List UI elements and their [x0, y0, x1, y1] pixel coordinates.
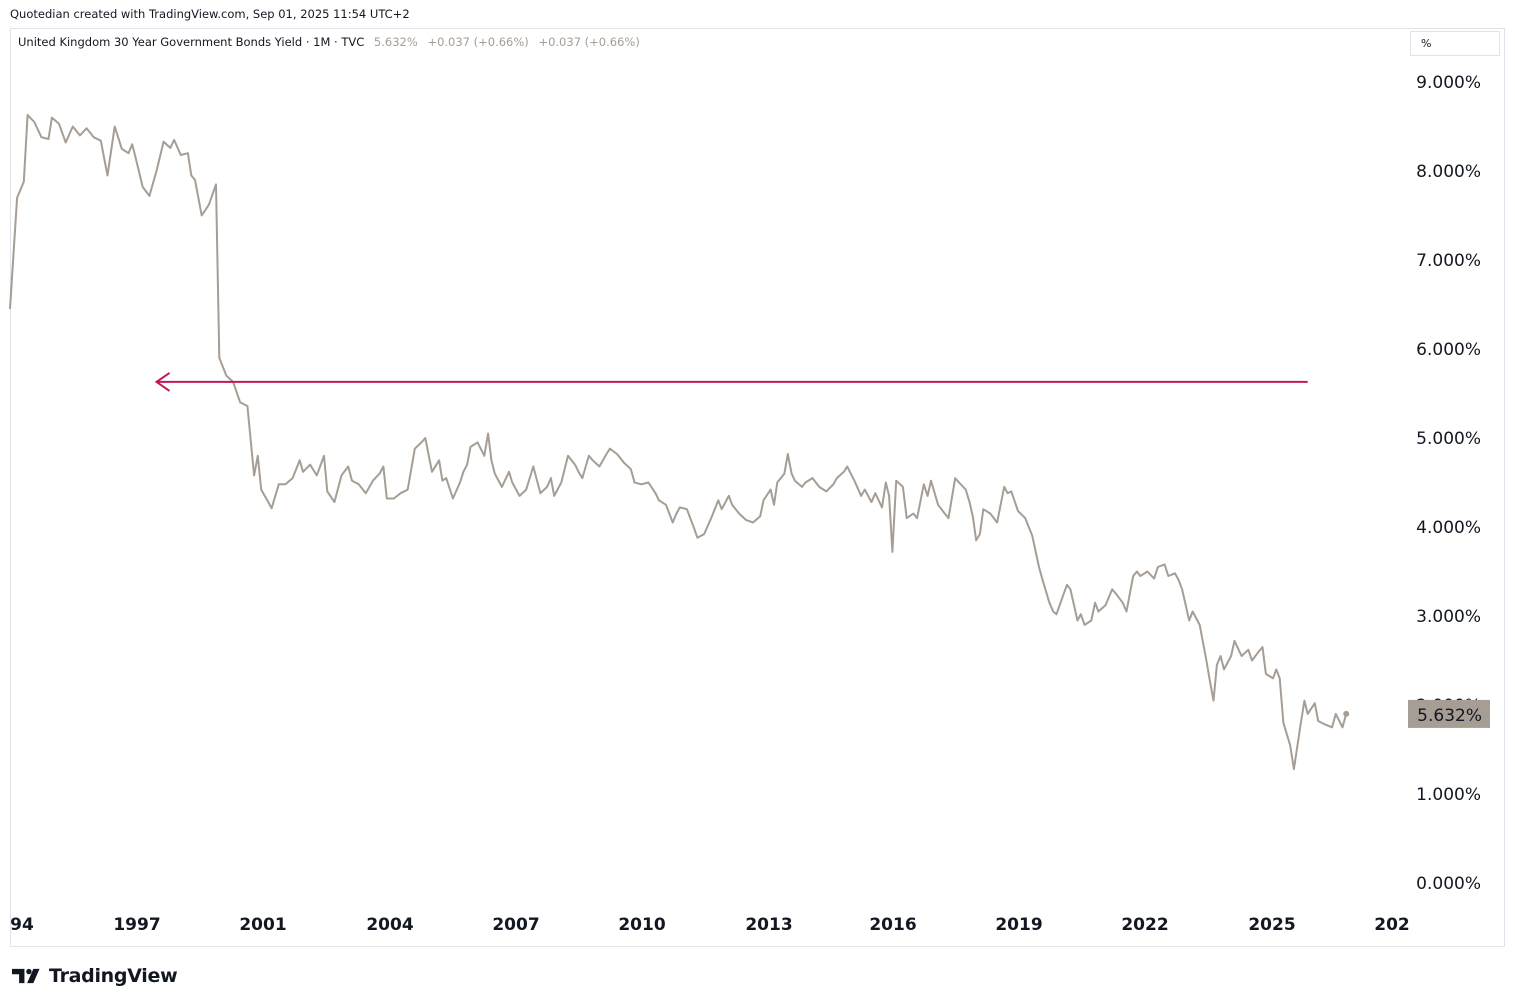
x-tick-label: 202	[1374, 915, 1410, 935]
x-tick-label: 94	[10, 915, 34, 935]
y-tick-label: 1.000%	[1416, 785, 1481, 805]
y-tick-label: 6.000%	[1416, 340, 1481, 360]
price-scale-unit-button[interactable]: %	[1410, 31, 1500, 56]
chart-frame	[10, 28, 1505, 947]
chart-legend: United Kingdom 30 Year Government Bonds …	[18, 35, 640, 49]
x-tick-label: 2007	[492, 915, 539, 935]
x-tick-label: 1997	[113, 915, 160, 935]
x-tick-label: 2013	[745, 915, 792, 935]
x-tick-label: 2019	[995, 915, 1042, 935]
tradingview-logo-icon	[12, 968, 40, 984]
x-tick-label: 2025	[1248, 915, 1295, 935]
y-tick-label: 9.000%	[1416, 73, 1481, 93]
y-tick-label: 7.000%	[1416, 251, 1481, 271]
series-line	[9, 113, 1348, 771]
tradingview-wordmark: TradingView	[49, 965, 178, 987]
legend-change-2: +0.037 (+0.66%)	[538, 35, 640, 49]
tradingview-brand[interactable]: TradingView	[12, 965, 178, 987]
annotation-arrow-head	[154, 372, 171, 392]
x-tick-label: 2022	[1121, 915, 1168, 935]
y-tick-label: 3.000%	[1416, 607, 1481, 627]
y-tick-label: 0.000%	[1416, 874, 1481, 894]
y-tick-label: 4.000%	[1416, 518, 1481, 538]
x-tick-label: 2004	[366, 915, 413, 935]
legend-last-value: 5.632%	[373, 35, 418, 49]
y-tick-label: 8.000%	[1416, 162, 1481, 182]
last-value-badge	[1408, 699, 1490, 728]
chart-plot[interactable]: 9.000% 8.000% 7.000% 6.000% 5.000% 4.000% 3.00…	[0, 0, 1515, 960]
x-tick-label: 2010	[618, 915, 665, 935]
chart-caption: Quotedian created with TradingView.com, …	[10, 7, 410, 21]
y-tick-label: 5.000%	[1416, 429, 1481, 449]
series-last-point	[1343, 710, 1350, 717]
x-tick-label: 2016	[869, 915, 916, 935]
x-tick-label: 2001	[239, 915, 286, 935]
legend-title: United Kingdom 30 Year Government Bonds …	[18, 35, 365, 49]
legend-change-1: +0.037 (+0.66%)	[427, 35, 529, 49]
last-value-label: 5.632%	[1417, 706, 1482, 726]
